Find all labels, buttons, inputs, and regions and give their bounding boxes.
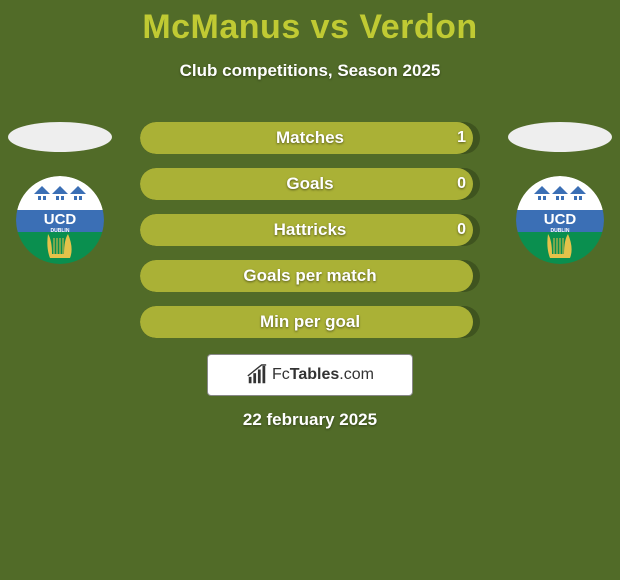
bar-label: Matches — [140, 128, 480, 148]
stat-bar-hattricks: Hattricks 0 — [140, 214, 480, 246]
attribution-suffix: .com — [339, 366, 374, 383]
stat-bars: Matches 1 Goals 0 Hattricks 0 Goals per … — [140, 122, 480, 352]
bar-chart-icon — [246, 364, 268, 386]
crest-sub-text: DUBLIN — [51, 228, 70, 234]
bar-label: Hattricks — [140, 220, 480, 240]
comparison-card: McManus vs Verdon Club competitions, Sea… — [0, 0, 620, 580]
stat-bar-matches: Matches 1 — [140, 122, 480, 154]
crest-band-text: UCD — [44, 211, 77, 228]
bar-label: Min per goal — [140, 312, 480, 332]
bar-value: 0 — [457, 175, 466, 193]
stat-bar-goals-per-match: Goals per match — [140, 260, 480, 292]
attribution-prefix: Fc — [272, 366, 290, 383]
stat-bar-goals: Goals 0 — [140, 168, 480, 200]
crest-houses — [34, 186, 86, 206]
bar-label: Goals — [140, 174, 480, 194]
club-crest-left: UCD DUBLIN — [16, 176, 104, 264]
bar-value: 1 — [457, 129, 466, 147]
ucd-crest-icon: UCD DUBLIN — [16, 176, 104, 264]
date-text: 22 february 2025 — [0, 410, 620, 430]
player-left-ellipse — [8, 122, 112, 152]
svg-text:UCD: UCD — [544, 211, 577, 228]
player-right-ellipse — [508, 122, 612, 152]
subtitle: Club competitions, Season 2025 — [0, 61, 620, 81]
stat-bar-min-per-goal: Min per goal — [140, 306, 480, 338]
bar-label: Goals per match — [140, 266, 480, 286]
ucd-crest-icon: UCD DUBLIN — [516, 176, 604, 264]
attribution-box[interactable]: FcTables.com — [207, 354, 413, 396]
club-crest-right: UCD DUBLIN — [516, 176, 604, 264]
attribution-text: FcTables.com — [272, 366, 374, 384]
page-title: McManus vs Verdon — [0, 0, 620, 47]
bar-value: 0 — [457, 221, 466, 239]
svg-text:DUBLIN: DUBLIN — [551, 228, 570, 234]
attribution-bold: Tables — [290, 366, 340, 383]
